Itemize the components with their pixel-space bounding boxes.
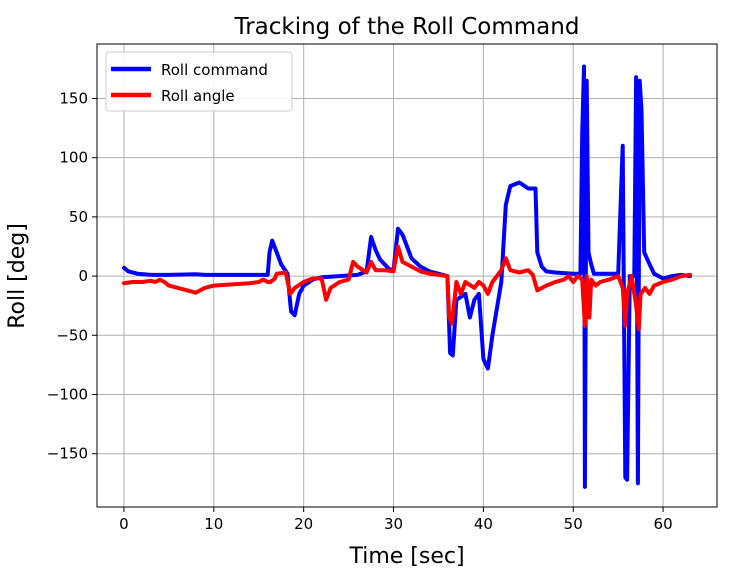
x-tick-label: 0 <box>119 515 129 533</box>
series-line-roll-angle <box>122 244 692 332</box>
plot-frame <box>96 43 718 508</box>
x-tick-label: 60 <box>654 515 673 533</box>
legend-box <box>105 51 293 112</box>
x-axis-label: Time [sec] <box>348 544 464 568</box>
x-tick-label: 20 <box>294 515 313 533</box>
y-tick-label: −100 <box>47 386 88 404</box>
series-lines <box>122 64 692 489</box>
y-tick-label: 100 <box>59 149 88 167</box>
x-tick-label: 50 <box>564 515 583 533</box>
y-tick-label: −50 <box>56 326 88 344</box>
axis-ticks: 0 10 20 30 40 50 60 −150 −100 −50 0 50 100 150 <box>47 89 673 533</box>
series-line-roll-command <box>122 64 692 489</box>
x-tick-label: 10 <box>204 515 223 533</box>
y-tick-label: 50 <box>69 208 88 226</box>
legend: Roll command Roll angle <box>105 51 293 112</box>
y-tick-label: −150 <box>47 445 88 463</box>
chart-title: Tracking of the Roll Command <box>234 14 580 40</box>
y-tick-label: 150 <box>59 89 88 107</box>
y-axis-label: Roll [deg] <box>5 223 30 329</box>
legend-label-roll-angle: Roll angle <box>161 87 235 105</box>
legend-label-roll-command: Roll command <box>161 61 268 79</box>
y-tick-label: 0 <box>78 267 88 285</box>
x-tick-label: 30 <box>384 515 403 533</box>
x-tick-label: 40 <box>474 515 493 533</box>
